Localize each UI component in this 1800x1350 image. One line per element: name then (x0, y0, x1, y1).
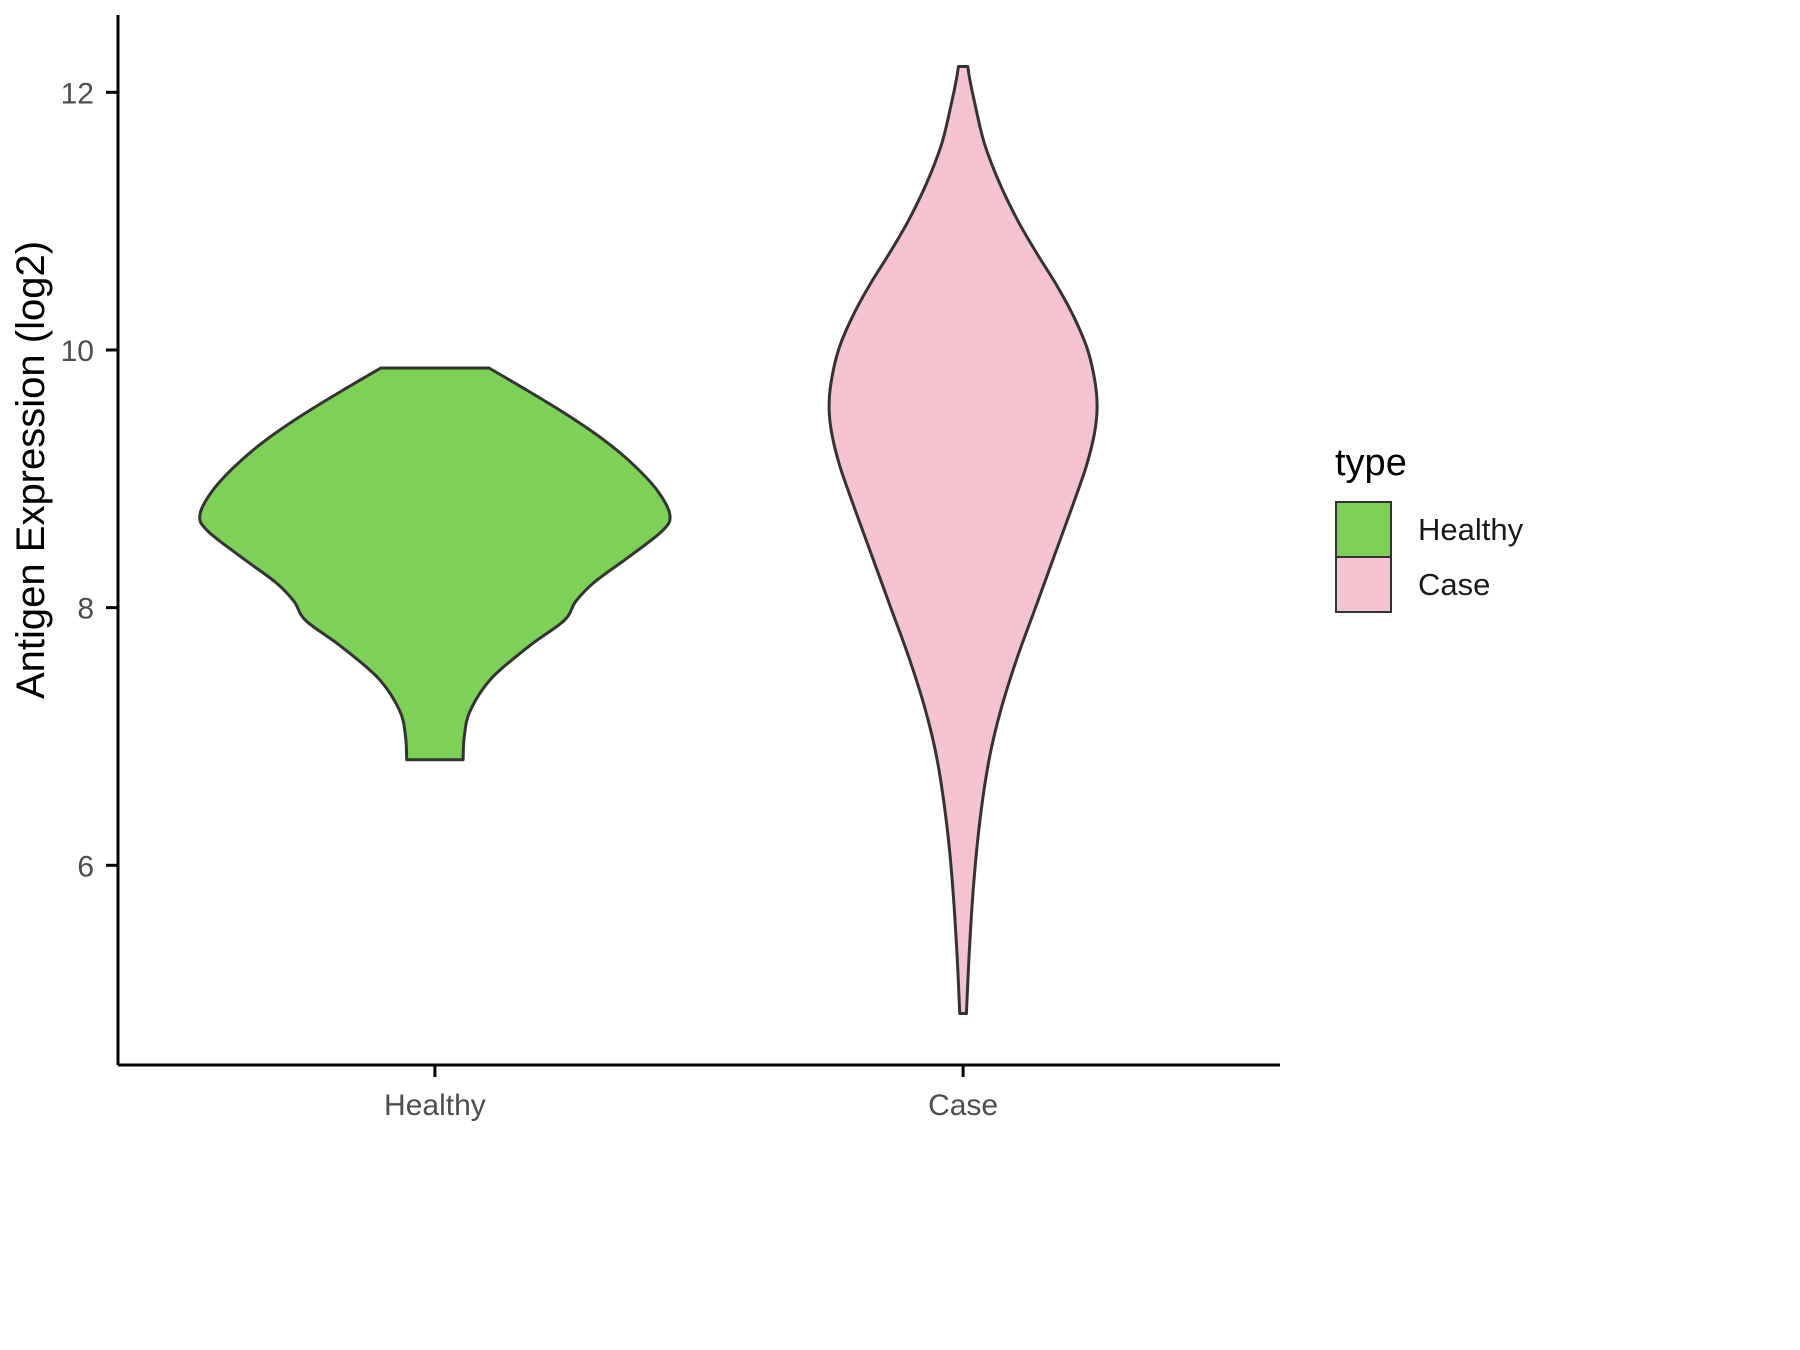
x-tick-label: Healthy (384, 1089, 486, 1122)
legend-swatch-healthy (1335, 501, 1392, 558)
legend-item-case: Case (1335, 556, 1523, 613)
y-axis-title: Antigen Expression (log2) (9, 241, 53, 699)
legend-label: Healthy (1418, 511, 1524, 547)
legend: type Healthy Case (1335, 442, 1523, 613)
violin-healthy (198, 366, 672, 762)
y-tick-label: 12 (61, 77, 94, 110)
y-tick-label: 6 (77, 850, 94, 883)
legend-title: type (1335, 442, 1407, 484)
legend-swatch-case (1335, 556, 1392, 613)
legend-items: Healthy Case (1335, 501, 1523, 613)
y-tick-label: 10 (61, 335, 94, 368)
violin-case (827, 65, 1099, 1015)
y-tick-label: 8 (77, 593, 94, 626)
legend-label: Case (1418, 566, 1491, 602)
x-tick-label: Case (928, 1089, 998, 1122)
legend-item-healthy: Healthy (1335, 501, 1523, 558)
